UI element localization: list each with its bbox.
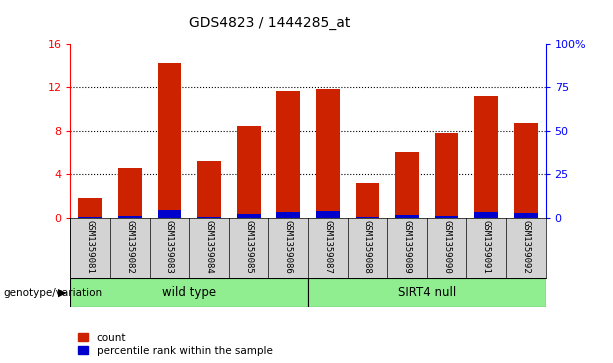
- Bar: [237, 214, 261, 218]
- Bar: [70, 278, 308, 307]
- Bar: [158, 211, 181, 218]
- Bar: [308, 278, 546, 307]
- Bar: [276, 91, 300, 218]
- Text: GSM1359088: GSM1359088: [363, 220, 372, 273]
- Text: GSM1359085: GSM1359085: [244, 220, 253, 273]
- Bar: [158, 63, 181, 218]
- Bar: [474, 96, 498, 218]
- Bar: [514, 123, 538, 218]
- Bar: [474, 212, 498, 218]
- Text: SIRT4 null: SIRT4 null: [398, 286, 456, 299]
- Bar: [118, 216, 142, 218]
- Bar: [435, 216, 459, 218]
- Bar: [78, 217, 102, 218]
- Bar: [237, 126, 261, 218]
- Bar: [395, 152, 419, 218]
- Text: GSM1359084: GSM1359084: [205, 220, 213, 273]
- Text: GSM1359086: GSM1359086: [284, 220, 293, 273]
- Bar: [316, 211, 340, 218]
- Legend: count, percentile rank within the sample: count, percentile rank within the sample: [75, 330, 275, 358]
- Text: ▶: ▶: [58, 288, 66, 298]
- Bar: [78, 198, 102, 218]
- Text: GDS4823 / 1444285_at: GDS4823 / 1444285_at: [189, 16, 351, 30]
- Text: GSM1359081: GSM1359081: [86, 220, 95, 273]
- Text: GSM1359089: GSM1359089: [403, 220, 411, 273]
- Bar: [356, 217, 379, 218]
- Text: wild type: wild type: [162, 286, 216, 299]
- Bar: [395, 215, 419, 218]
- Bar: [276, 212, 300, 218]
- Bar: [435, 133, 459, 218]
- Bar: [514, 213, 538, 218]
- Bar: [197, 161, 221, 218]
- Text: GSM1359083: GSM1359083: [165, 220, 174, 273]
- Text: genotype/variation: genotype/variation: [3, 288, 102, 298]
- Text: GSM1359087: GSM1359087: [323, 220, 332, 273]
- Bar: [316, 89, 340, 218]
- Text: GSM1359082: GSM1359082: [126, 220, 134, 273]
- Bar: [197, 217, 221, 218]
- Text: GSM1359092: GSM1359092: [521, 220, 530, 273]
- Bar: [118, 168, 142, 218]
- Text: GSM1359091: GSM1359091: [482, 220, 490, 273]
- Bar: [356, 183, 379, 218]
- Text: GSM1359090: GSM1359090: [442, 220, 451, 273]
